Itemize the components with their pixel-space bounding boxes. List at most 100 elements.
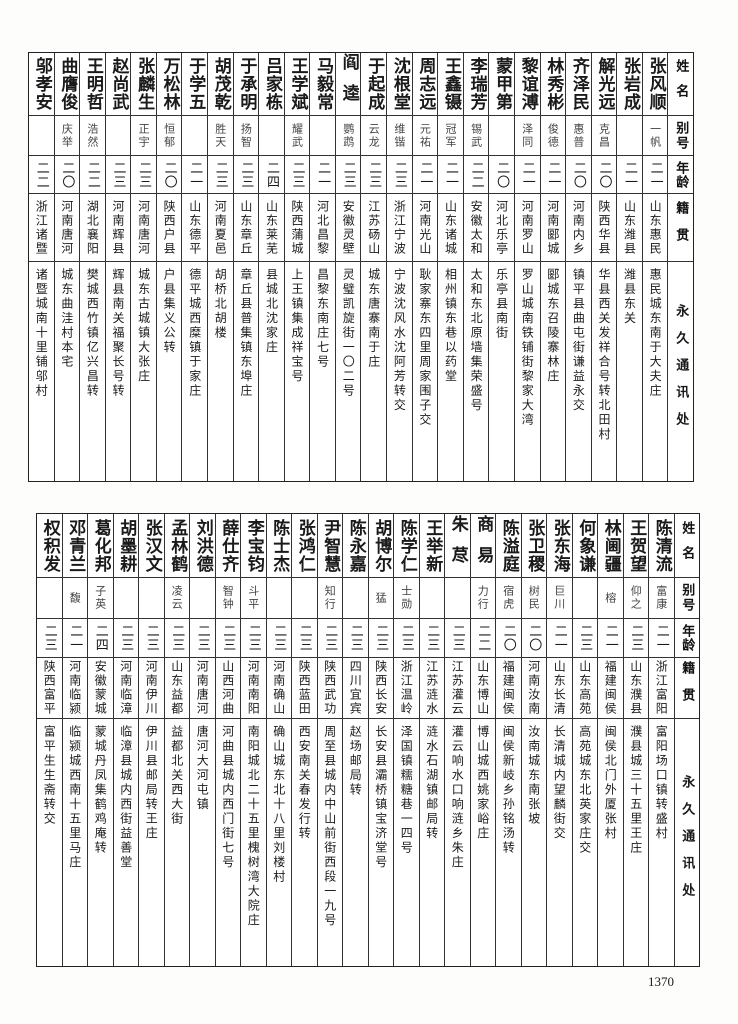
header-alias-cell: 别号 — [674, 578, 699, 619]
person-column: 王举新 二三 江苏涟水 涟水石湖镇邮局转 — [418, 514, 444, 966]
address-text: 胡桥北胡楼 — [213, 268, 228, 341]
origin-cell: 河南辉县 — [105, 194, 131, 262]
name-text: 李瑞芳 — [466, 57, 487, 111]
person-column: 张汉文 二三 河南伊川 伊川县邮局转王庄 — [138, 514, 164, 966]
origin-text: 陕西蒲城 — [290, 199, 305, 256]
header-origin-text: 籍贯 — [673, 200, 689, 255]
age-text: 二三 — [271, 624, 287, 652]
person-column: 王明哲 浩然 二二 湖北襄阳 樊城西竹镇亿兴昌转 — [79, 53, 105, 481]
person-column: 于承明 扬智 二三 山东章丘 章丘县普集镇东埠庄 — [232, 53, 259, 481]
name-text: 何象谦 — [575, 518, 596, 573]
address-cell: 蒙城丹凤集鹤鸡庵转 — [88, 719, 113, 966]
age-cell: 二〇 — [496, 619, 521, 658]
address-text: 伊川县邮局转王庄 — [144, 725, 159, 841]
person-column: 马毅常 二一 河北昌黎 昌黎东南庄七号 — [309, 53, 335, 481]
name-cell: 邬孝安 — [28, 53, 54, 116]
origin-text: 山西河曲 — [220, 660, 235, 716]
origin-cell: 浙江诸暨 — [28, 194, 54, 262]
person-column: 薛仕齐 智钟 二三 山西河曲 河曲县城内西门街七号 — [214, 514, 240, 966]
name-text: 于学五 — [185, 57, 206, 111]
origin-text: 安徽蒙城 — [93, 660, 108, 716]
origin-text: 江苏砀山 — [366, 199, 381, 256]
address-text: 灵璧凯旋街一〇二号 — [341, 268, 356, 399]
address-cell: 西安南关春发行转 — [292, 719, 317, 966]
person-column: 胡博尔猛二三 陕西长安 长安县灞桥镇宝济堂号 — [367, 514, 393, 966]
alias-text: 正宇 — [137, 122, 151, 149]
address-text: 昌黎东南庄七号 — [315, 268, 330, 370]
address-text: 长清城内望麟街交 — [552, 725, 567, 841]
age-cell: 二一 — [182, 156, 208, 194]
origin-text: 陕西富平 — [42, 660, 57, 716]
name-text: 张汉文 — [141, 518, 162, 573]
age-cell: 二〇 — [521, 619, 546, 658]
person-column: 陈清流 富康 二一 浙江富阳 富阳场口镇转盛村 — [648, 514, 674, 966]
origin-text: 山东高苑 — [577, 660, 592, 716]
name-text: 于起成 — [364, 57, 385, 111]
age-text: 二三 — [391, 160, 407, 189]
name-text: 张风顺 — [645, 57, 666, 111]
age-cell: 二二 — [463, 156, 489, 194]
roster-table-bottom: 姓名 别号 年龄 籍贯 永久通讯处 陈清流 富康 二一 浙江富阳 富阳场口镇转盛村 王贺望 仰之 二三山… — [36, 513, 700, 967]
name-cell: 朱荩 — [445, 514, 470, 578]
origin-cell: 河南夏邑 — [208, 194, 233, 262]
person-column: 邬孝安 二二 浙江诸暨 诸暨城南十里铺邬村 — [28, 53, 54, 481]
age-text: 二二 — [84, 160, 100, 189]
origin-cell: 山东惠民 — [642, 194, 668, 262]
person-column: 朱荩 二三 江苏灌云 灌云响水口响涟乡朱庄 — [444, 514, 470, 966]
address-cell: 户县集义公转 — [157, 262, 182, 481]
name-text: 张卫稷 — [524, 518, 545, 573]
name-text: 王鑫镊 — [441, 57, 461, 111]
name-cell: 王贺望 — [623, 514, 648, 578]
name-cell: 蒙甲第 — [489, 53, 514, 116]
alias-cell: 力行 — [470, 578, 495, 619]
origin-text: 陕西武功 — [322, 660, 337, 716]
address-cell: 华县西关发祥合号转北田村 — [592, 262, 617, 481]
address-text: 罗山城南铁铺街黎家大湾 — [520, 268, 535, 428]
age-text: 二三 — [238, 160, 254, 189]
address-text: 赵场邮局转 — [348, 725, 363, 798]
age-text: 二三 — [322, 624, 338, 652]
person-column: 于学五 二一 山东德平 德平城西糜镇于家庄 — [181, 53, 208, 481]
age-cell: 二三 — [284, 156, 310, 194]
name-cell: 葛化邦 — [88, 514, 113, 578]
origin-cell: 陕西武功 — [317, 658, 342, 719]
alias-text: 士勋 — [399, 585, 413, 611]
age-cell: 二三 — [190, 619, 215, 658]
alias-cell — [266, 578, 291, 619]
origin-cell: 江苏砀山 — [361, 194, 387, 262]
address-text: 确山城东北十八里刘楼村 — [271, 725, 286, 885]
address-cell: 县城北沈家庄 — [259, 262, 284, 481]
alias-cell: 富康 — [649, 578, 674, 619]
age-text: 二三 — [340, 160, 356, 189]
address-cell: 城东古城镇大张庄 — [131, 262, 156, 481]
alias-cell — [419, 578, 444, 619]
alias-text: 俊德 — [546, 122, 560, 149]
origin-cell: 山东益都 — [164, 658, 189, 719]
address-text: 临颍城西南十五里马庄 — [67, 725, 82, 870]
alias-cell — [259, 116, 284, 156]
origin-cell: 河南唐河 — [190, 658, 215, 719]
address-text: 宁波沈风水沈阿芳转交 — [392, 268, 407, 413]
origin-text: 河南夏邑 — [213, 199, 228, 256]
name-cell: 胡博尔 — [368, 514, 393, 578]
header-age-text: 年龄 — [673, 160, 689, 189]
address-text: 辉县南关福聚长号转 — [110, 268, 125, 399]
name-text: 王贺望 — [626, 518, 647, 573]
origin-text: 山东莱芜 — [264, 199, 279, 256]
origin-text: 河南光山 — [417, 199, 432, 256]
person-column: 阎逵 鹦鹉 二三 安徽灵壁 灵璧凯旋街一〇二号 — [334, 53, 361, 481]
name-cell: 刘洪德 — [190, 514, 215, 578]
name-text: 曲膺俊 — [57, 57, 78, 111]
age-text: 二三 — [194, 624, 210, 652]
name-text: 葛化邦 — [90, 518, 111, 573]
age-cell: 二三 — [292, 619, 317, 658]
name-cell: 万松林 — [156, 53, 182, 116]
address-cell: 城东唐寨南于庄 — [361, 262, 386, 481]
age-cell: 二四 — [88, 619, 113, 658]
origin-cell: 河南确山 — [266, 658, 291, 719]
age-cell: 二〇 — [156, 156, 182, 194]
address-text: 德平城西糜镇于家庄 — [187, 268, 202, 399]
name-text: 胡茂乾 — [210, 57, 231, 111]
address-cell: 章丘县普集镇东埠庄 — [234, 262, 259, 481]
age-cell: 二三 — [394, 619, 419, 658]
